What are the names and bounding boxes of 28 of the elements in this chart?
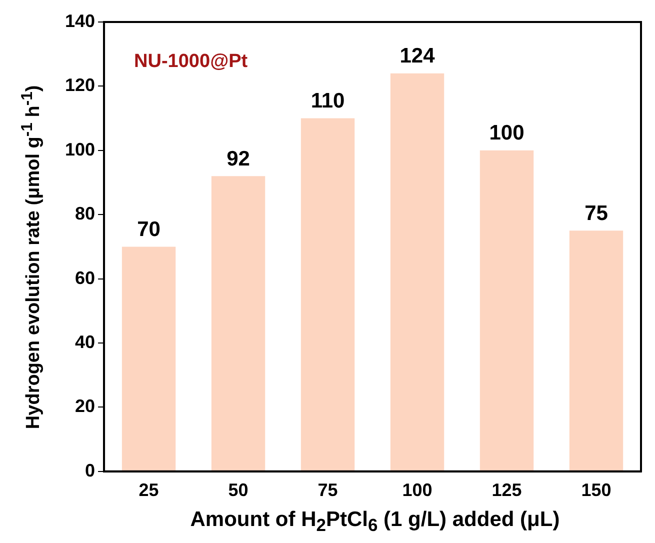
bar [569,230,624,471]
bar [300,118,355,471]
annotation: NU-1000@Pt [134,51,248,72]
data-label: 75 [584,202,608,225]
y-tick-label: 40 [75,332,96,352]
bar [211,176,266,471]
y-tick-label: 60 [75,268,96,288]
y-tick-label: 140 [64,10,96,31]
data-label: 124 [400,44,436,68]
y-tick-label: 120 [64,75,96,96]
x-tick-label: 125 [492,480,522,500]
x-tick-label: 100 [402,480,432,500]
x-axis-title: Amount of H$_{2}$PtCl$_{6}$ (1 g/L) added (μL) [189,508,561,536]
bar [390,73,444,471]
data-label: 70 [137,218,160,241]
data-label: 92 [226,147,250,170]
data-label: 110 [310,90,345,113]
y-tick-label: 0 [85,460,96,480]
x-tick-label: 50 [228,480,248,500]
data-label: 100 [489,122,524,145]
y-tick-label: 100 [64,139,96,160]
bar [480,150,534,471]
y-tick-label: 20 [75,396,96,416]
x-tick-label: 25 [138,480,159,500]
y-tick-label: 80 [75,204,96,224]
bar [122,246,176,471]
x-tick-label: 75 [318,480,338,500]
x-tick-label: 150 [581,480,612,500]
